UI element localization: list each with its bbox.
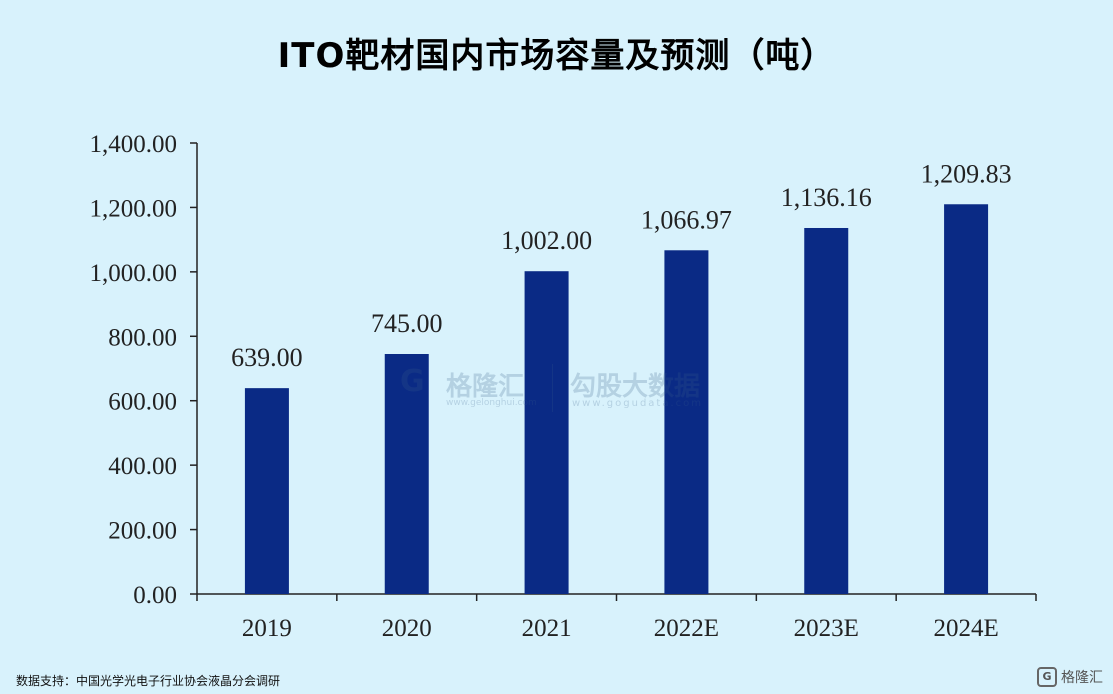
x-tick-label: 2024E [933,615,998,642]
bar [384,354,429,594]
y-tick-label: 800.00 [108,324,177,351]
x-tick-label: 2023E [794,615,859,642]
y-tick-label: 600.00 [108,389,177,416]
x-tick-label: 2019 [242,615,292,642]
logo-icon: G [1037,667,1057,687]
labels: 0.00 200.00 400.00 600.00 800.00 1,000.00 1,20… [90,131,1012,642]
x-tick-label: 2022E [654,615,719,642]
chart-title: ITO靶材国内市场容量及预测（吨） [277,36,836,76]
x-tick-label: 2021 [522,615,572,642]
y-tick-label: 1,200.00 [90,195,178,222]
corner-logo: G 格隆汇 [1037,667,1103,687]
y-tick-label: 1,400.00 [90,131,178,158]
x-tick-label: 2020 [382,615,432,642]
data-label: 1,066.97 [641,205,732,234]
bars [244,204,989,594]
data-label: 745.00 [371,309,443,338]
bar [944,204,989,594]
data-label: 1,002.00 [501,226,592,255]
y-tick-label: 200.00 [108,518,177,545]
source-note: 数据支持：中国光学光电子行业协会液晶分会调研 [16,674,281,688]
corner-logo-text: 格隆汇 [1061,670,1103,686]
bar [524,271,569,594]
bar [804,227,849,594]
y-tick-label: 0.00 [133,582,177,609]
axes [190,142,1037,601]
y-tick-label: 400.00 [108,453,177,480]
bar [244,388,289,594]
y-tick-label: 1,000.00 [90,260,178,287]
data-label: 1,136.16 [781,183,872,212]
data-label: 1,209.83 [921,159,1012,188]
data-label: 639.00 [231,343,303,372]
bar [664,250,709,594]
